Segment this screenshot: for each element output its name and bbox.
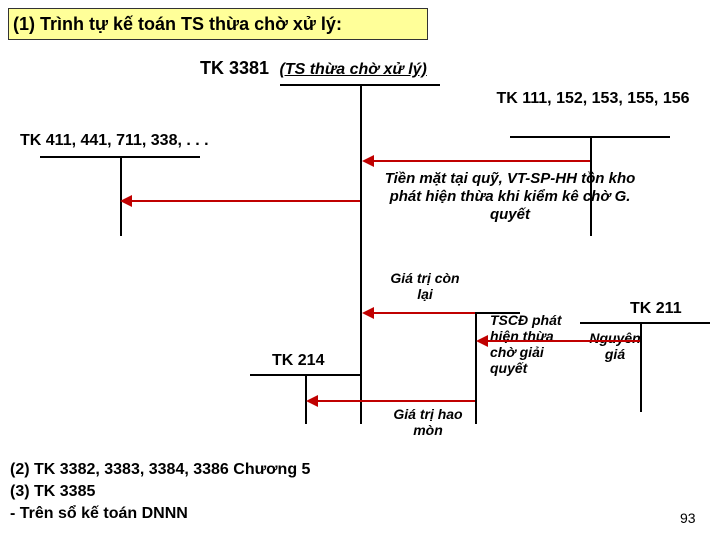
tk211-t-top: [580, 322, 710, 324]
center-account-label: (TS thừa chờ xử lý): [280, 61, 427, 78]
footer-line-2: (3) TK 3385: [10, 482, 95, 503]
right-desc: Tiền mặt tại quỹ, VT-SP-HH tồn kho phát …: [380, 170, 640, 224]
arrow-head-left-2: [362, 155, 374, 167]
arrow-mid-to-tk214: [316, 400, 475, 402]
center-t-vertical: [360, 84, 362, 424]
mid-right-desc: TSCĐ phát hiện thừa chờ giải quyết: [490, 312, 580, 376]
tk211-label: TK 211: [630, 300, 682, 318]
arrow-head-left-4: [362, 307, 374, 319]
right-account-code: TK 111, 152, 153, 155, 156: [478, 90, 708, 108]
tk214-label: TK 214: [272, 352, 324, 370]
arrow-center-to-left: [130, 200, 360, 202]
center-account-code: TK 3381: [200, 58, 269, 78]
arrow-head-left-1: [120, 195, 132, 207]
hao-mon-label: Giá trị hao mòn: [388, 406, 468, 438]
page-number: 93: [680, 510, 696, 526]
footer-line-3: - Trên sổ kế toán DNNN: [10, 504, 188, 525]
arrow-tk211-to-mid: [486, 340, 640, 342]
title-text: (1) Trình tự kế toán TS thừa chờ xử lý:: [13, 14, 342, 35]
footer-line-1: (2) TK 3382, 3383, 3384, 3386 Chương 5: [10, 460, 310, 481]
arrow-right-to-center-top: [372, 160, 590, 162]
arrow-head-left-3: [476, 335, 488, 347]
nguyen-gia: Nguyên giá: [580, 330, 650, 362]
mid-t-vertical: [475, 312, 477, 424]
arrow-head-left-5: [306, 395, 318, 407]
left-account-code: TK 411, 441, 711, 338, . . .: [20, 132, 209, 150]
center-account-row: TK 3381 (TS thừa chờ xử lý): [200, 58, 427, 79]
title-box: (1) Trình tự kế toán TS thừa chờ xử lý:: [8, 8, 428, 40]
arrow-mid-to-center-top: [372, 312, 475, 314]
mid-left-label: Giá trị còn lại: [390, 270, 460, 302]
